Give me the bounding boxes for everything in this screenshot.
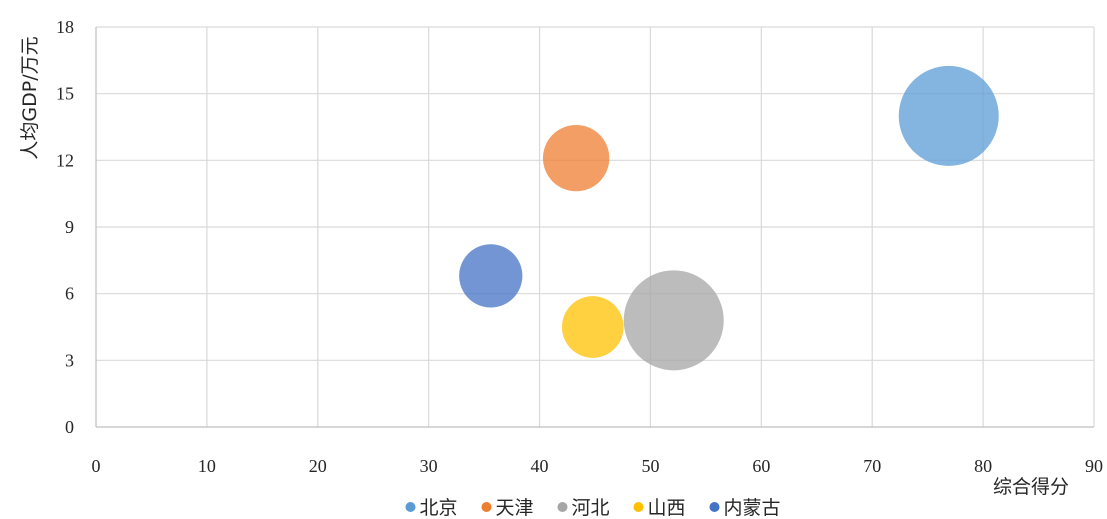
- x-tick-label: 40: [531, 456, 549, 476]
- legend: 北京 天津 河北 山西 内蒙古: [405, 497, 781, 519]
- x-tick-label: 70: [863, 456, 881, 476]
- legend-marker: [405, 502, 416, 512]
- y-tick-label: 6: [65, 284, 74, 304]
- x-axis-title: 综合得分: [993, 476, 1069, 498]
- x-tick-label: 50: [641, 456, 659, 476]
- legend-label: 北京: [420, 497, 458, 519]
- legend-label: 河北: [572, 497, 610, 519]
- x-tick-label: 10: [198, 456, 216, 476]
- x-tick-label: 0: [92, 456, 101, 476]
- legend-label: 山西: [648, 497, 686, 519]
- bubbles: [459, 65, 999, 371]
- legend-marker: [633, 502, 644, 512]
- x-tick-label: 60: [752, 456, 770, 476]
- bubble-河北: [623, 270, 724, 371]
- legend-label: 内蒙古: [724, 497, 781, 519]
- x-tick-label: 80: [974, 456, 992, 476]
- x-tick-label: 90: [1085, 456, 1103, 476]
- legend-label: 天津: [496, 497, 534, 519]
- y-tick-label: 12: [56, 150, 74, 170]
- x-tick-label: 30: [420, 456, 438, 476]
- legend-marker: [481, 502, 492, 512]
- legend-marker: [557, 502, 568, 512]
- y-tick-label: 15: [56, 84, 74, 104]
- y-tick-label: 0: [65, 417, 74, 437]
- x-tick-label: 20: [309, 456, 327, 476]
- bubble-天津: [542, 124, 610, 192]
- legend-marker: [709, 502, 720, 512]
- bubble-北京: [898, 65, 999, 166]
- axes: [95, 27, 1094, 428]
- tick-labels: 0 10 20 30 40 50 60 70 80 90 0 3 6 9 12 15 18: [56, 17, 1103, 476]
- bubble-内蒙古: [459, 244, 523, 308]
- y-tick-label: 3: [65, 350, 74, 370]
- y-tick-label: 9: [65, 217, 74, 237]
- y-tick-label: 18: [56, 17, 74, 37]
- bubble-山西: [561, 296, 624, 358]
- y-axis-title: 人均GDP/万元: [19, 36, 41, 159]
